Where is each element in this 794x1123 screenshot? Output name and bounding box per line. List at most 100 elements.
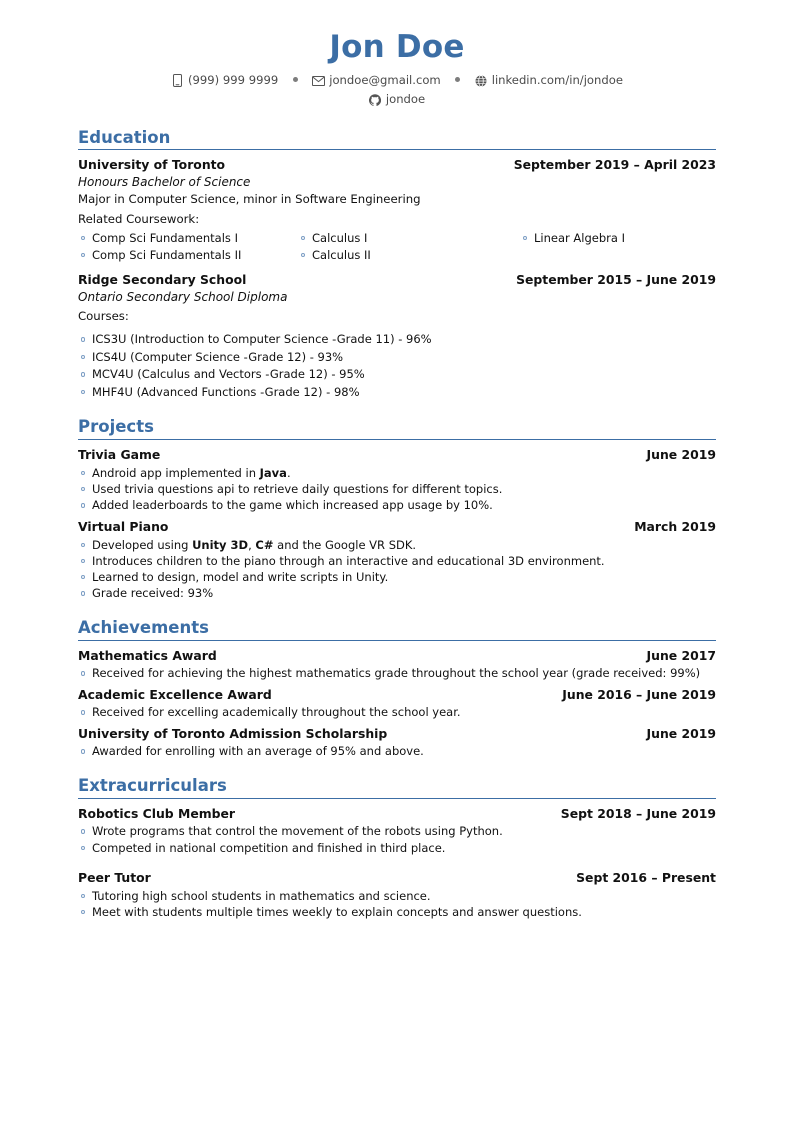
- project-entry-virtual-piano: Virtual Piano March 2019 Developed using…: [78, 519, 716, 602]
- section-projects: Projects Trivia Game June 2019 Android a…: [78, 417, 716, 602]
- section-extracurriculars: Extracurriculars Robotics Club Member Se…: [78, 776, 716, 921]
- list-item: Competed in national competition and fin…: [78, 840, 716, 856]
- list-item: Linear Algebra I: [520, 230, 625, 247]
- contact-linkedin[interactable]: linkedin.com/in/jondoe: [475, 72, 623, 90]
- entry-date: June 2019: [646, 725, 716, 741]
- list-item: Awarded for enrolling with an average of…: [78, 743, 716, 759]
- page-title: Jon Doe: [329, 29, 465, 65]
- entry-header: Ridge Secondary School September 2015 – …: [78, 272, 716, 289]
- entry-subtitle: Ontario Secondary School Diploma: [78, 289, 288, 304]
- list-item: Grade received: 93%: [78, 585, 716, 601]
- contact-phone[interactable]: (999) 999 9999: [171, 72, 278, 90]
- section-title-extracurriculars: Extracurriculars: [78, 776, 716, 799]
- entry-header: Peer Tutor Sept 2016 – Present: [78, 870, 716, 887]
- achievement-bullets: Awarded for enrolling with an average of…: [78, 743, 716, 759]
- mobile-phone-icon: [171, 74, 184, 88]
- list-item: Received for achieving the highest mathe…: [78, 665, 716, 681]
- entry-date: June 2016 – June 2019: [562, 686, 716, 702]
- list-item: Added leaderboards to the game which inc…: [78, 497, 716, 513]
- coursework-column-2: Calculus I Calculus II: [298, 229, 520, 264]
- entry-title: Robotics Club Member: [78, 805, 236, 821]
- section-title-achievements: Achievements: [78, 618, 716, 641]
- list-item: MCV4U (Calculus and Vectors -Grade 12) -…: [78, 366, 716, 383]
- list-item: Tutoring high school students in mathema…: [78, 888, 716, 904]
- entry-date: June 2019: [646, 447, 716, 463]
- list-item: Introduces children to the piano through…: [78, 553, 716, 569]
- list-item: Calculus II: [298, 247, 520, 264]
- coursework-list: Comp Sci Fundamentals I Comp Sci Fundamen…: [78, 230, 298, 264]
- entry-title: University of Toronto Admission Scholars…: [78, 725, 388, 741]
- achievement-bullets: Received for excelling academically thro…: [78, 704, 716, 720]
- extracurricular-entry-peer-tutor: Peer Tutor Sept 2016 – Present Tutoring …: [78, 870, 716, 920]
- list-item: Learned to design, model and write scrip…: [78, 569, 716, 585]
- entry-title: Peer Tutor: [78, 869, 151, 885]
- list-item: Received for excelling academically thro…: [78, 704, 716, 720]
- entry-date: Sept 2016 – Present: [576, 869, 716, 885]
- list-item: ICS4U (Computer Science -Grade 12) - 93%: [78, 349, 716, 366]
- globe-icon: [475, 74, 488, 87]
- list-item: Comp Sci Fundamentals II: [78, 247, 298, 264]
- achievement-entry-mathematics-award: Mathematics Award June 2017 Received for…: [78, 648, 716, 682]
- entry-date: September 2015 – June 2019: [516, 271, 716, 287]
- list-item: Developed using Unity 3D, C# and the Goo…: [78, 537, 716, 553]
- contact-separator: [278, 76, 312, 85]
- entry-header: Robotics Club Member Sept 2018 – June 20…: [78, 806, 716, 823]
- project-bullets: Developed using Unity 3D, C# and the Goo…: [78, 537, 716, 602]
- extracurricular-entry-robotics-club: Robotics Club Member Sept 2018 – June 20…: [78, 806, 716, 856]
- coursework-columns: Comp Sci Fundamentals I Comp Sci Fundamen…: [78, 229, 716, 264]
- envelope-icon: [312, 74, 326, 87]
- list-item: Used trivia questions api to retrieve da…: [78, 481, 716, 497]
- contact-linkedin-text: linkedin.com/in/jondoe: [491, 72, 623, 87]
- achievement-entry-academic-excellence: Academic Excellence Award June 2016 – Ju…: [78, 687, 716, 721]
- resume-header: Jon Doe (999) 999 9999: [78, 0, 716, 109]
- project-entry-trivia-game: Trivia Game June 2019 Android app implem…: [78, 447, 716, 514]
- entry-title: Virtual Piano: [78, 518, 169, 534]
- extracurricular-bullets: Wrote programs that control the movement…: [78, 823, 716, 856]
- entry-header: Trivia Game June 2019: [78, 447, 716, 464]
- extracurricular-bullets: Tutoring high school students in mathema…: [78, 888, 716, 921]
- contact-line-secondary: jondoe: [78, 91, 716, 109]
- list-item: Meet with students multiple times weekly…: [78, 904, 716, 920]
- section-achievements: Achievements Mathematics Award June 2017…: [78, 618, 716, 760]
- courses-label: Courses:: [78, 309, 129, 324]
- entry-date: March 2019: [634, 518, 716, 534]
- section-title-education: Education: [78, 128, 716, 151]
- education-entry-university: University of Toronto September 2019 – A…: [78, 157, 716, 264]
- list-item: Android app implemented in Java.: [78, 465, 716, 481]
- list-item: Calculus I: [298, 230, 520, 247]
- education-entry-secondary: Ridge Secondary School September 2015 – …: [78, 272, 716, 401]
- entry-date: Sept 2018 – June 2019: [560, 805, 716, 821]
- coursework-column-3: Linear Algebra I: [520, 229, 625, 264]
- list-item: Wrote programs that control the movement…: [78, 823, 716, 839]
- coursework-list: Calculus I Calculus II: [298, 230, 520, 264]
- list-item: ICS3U (Introduction to Computer Science …: [78, 331, 716, 348]
- contact-separator: [441, 76, 475, 85]
- achievement-entry-admission-scholarship: University of Toronto Admission Scholars…: [78, 726, 716, 760]
- courses-list: ICS3U (Introduction to Computer Science …: [78, 331, 716, 401]
- entry-title: Trivia Game: [78, 447, 161, 463]
- entry-title: Mathematics Award: [78, 647, 217, 663]
- entry-header: Mathematics Award June 2017: [78, 648, 716, 665]
- contact-email-text: jondoe@gmail.com: [329, 72, 441, 87]
- contact-email[interactable]: jondoe@gmail.com: [312, 72, 441, 90]
- entry-title: University of Toronto: [78, 157, 226, 173]
- coursework-column-1: Comp Sci Fundamentals I Comp Sci Fundamen…: [78, 229, 298, 264]
- project-bullets: Android app implemented in Java. Used tri…: [78, 465, 716, 514]
- section-education: Education University of Toronto Septembe…: [78, 128, 716, 402]
- coursework-label: Related Coursework:: [78, 211, 200, 226]
- list-item: MHF4U (Advanced Functions -Grade 12) - 9…: [78, 384, 716, 401]
- entry-subtitle: Honours Bachelor of Science: [78, 175, 251, 190]
- entry-note: Major in Computer Science, minor in Soft…: [78, 191, 421, 206]
- entry-header: University of Toronto September 2019 – A…: [78, 157, 716, 174]
- coursework-list: Linear Algebra I: [520, 230, 625, 247]
- entry-header: Virtual Piano March 2019: [78, 519, 716, 536]
- entry-header: Academic Excellence Award June 2016 – Ju…: [78, 687, 716, 704]
- entry-title: Academic Excellence Award: [78, 686, 272, 702]
- contact-github[interactable]: jondoe: [369, 91, 425, 109]
- contact-github-text: jondoe: [385, 91, 426, 106]
- contact-phone-text: (999) 999 9999: [188, 72, 279, 87]
- achievement-bullets: Received for achieving the highest mathe…: [78, 665, 716, 681]
- section-title-projects: Projects: [78, 417, 716, 441]
- contact-line-primary: (999) 999 9999 jondoe@gmail.com: [78, 72, 716, 90]
